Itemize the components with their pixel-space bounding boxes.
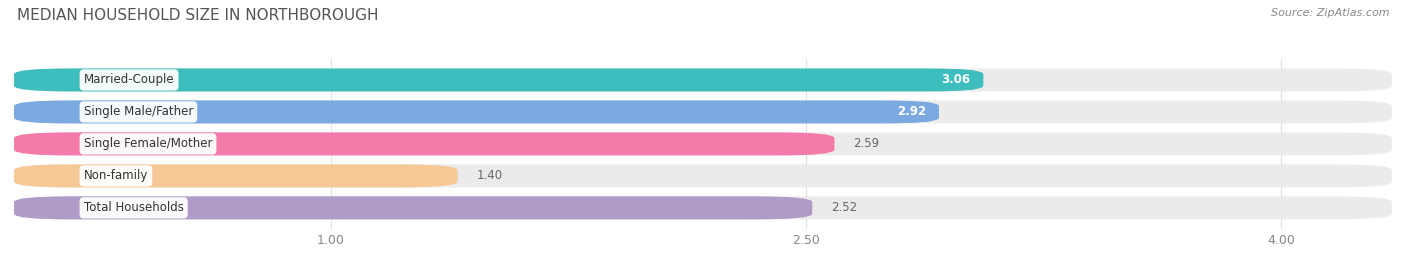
FancyBboxPatch shape — [14, 100, 1392, 123]
Text: MEDIAN HOUSEHOLD SIZE IN NORTHBOROUGH: MEDIAN HOUSEHOLD SIZE IN NORTHBOROUGH — [17, 8, 378, 23]
Text: Single Female/Mother: Single Female/Mother — [84, 137, 212, 150]
FancyBboxPatch shape — [14, 100, 939, 123]
FancyBboxPatch shape — [14, 196, 813, 220]
Text: 1.40: 1.40 — [477, 169, 503, 182]
FancyBboxPatch shape — [14, 132, 834, 155]
Text: Married-Couple: Married-Couple — [84, 73, 174, 86]
FancyBboxPatch shape — [14, 164, 1392, 187]
Text: Non-family: Non-family — [84, 169, 148, 182]
FancyBboxPatch shape — [14, 164, 457, 187]
FancyBboxPatch shape — [14, 132, 1392, 155]
Text: Single Male/Father: Single Male/Father — [84, 105, 193, 118]
Text: 2.59: 2.59 — [853, 137, 880, 150]
Text: 2.52: 2.52 — [831, 201, 858, 214]
FancyBboxPatch shape — [14, 68, 983, 91]
Text: Total Households: Total Households — [84, 201, 184, 214]
Text: Source: ZipAtlas.com: Source: ZipAtlas.com — [1271, 8, 1389, 18]
Text: 3.06: 3.06 — [942, 73, 970, 86]
FancyBboxPatch shape — [14, 196, 1392, 220]
FancyBboxPatch shape — [14, 68, 1392, 91]
Text: 2.92: 2.92 — [897, 105, 927, 118]
